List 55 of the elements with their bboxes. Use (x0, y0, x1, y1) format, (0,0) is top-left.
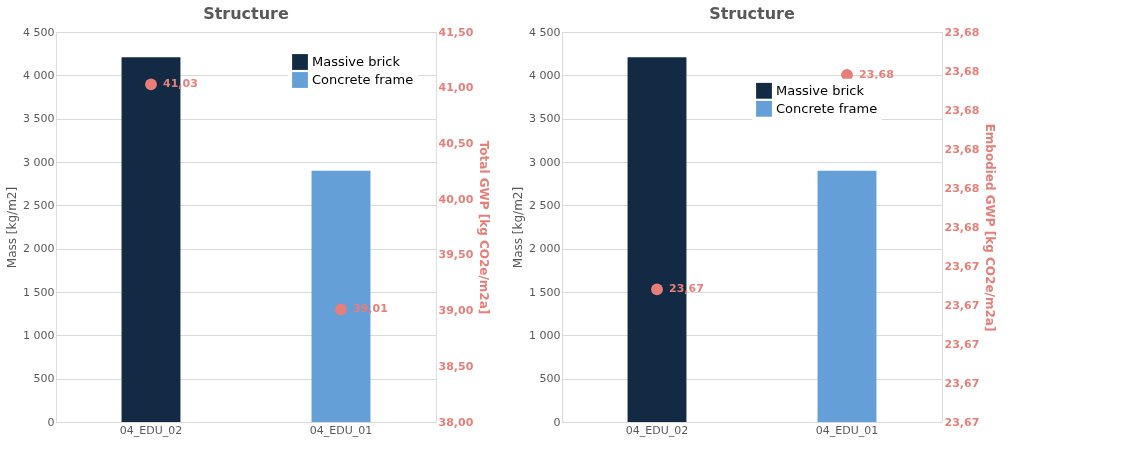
y-tick-label: 0 (47, 415, 55, 429)
y-tick-label: 1 000 (23, 328, 55, 342)
y-tick-label: 4 000 (529, 68, 561, 82)
y2-tick-label: 23,68 (944, 25, 980, 39)
y2-tick-label: 41,00 (438, 81, 474, 95)
y-tick-label: 0 (553, 415, 561, 429)
y2-tick-label: 23,67 (944, 376, 980, 390)
data-label: 23,68 (859, 67, 894, 81)
chart-title: Structure (709, 4, 796, 23)
x-tick-label: 04_EDU_02 (119, 423, 183, 437)
y-tick-label: 4 000 (23, 68, 55, 82)
y-tick-label: 1 000 (529, 328, 561, 342)
y-tick-label: 2 000 (23, 242, 55, 256)
data-label: 23,67 (669, 282, 704, 296)
y-tick-label: 2 500 (23, 198, 55, 212)
y-axis-title: Mass [kg/m2] (511, 186, 526, 269)
y2-tick-label: 23,68 (944, 142, 980, 156)
y2-tick-label: 38,00 (438, 415, 474, 429)
y2-tick-label: 40,00 (438, 192, 474, 206)
y2-tick-label: 39,00 (438, 304, 474, 318)
y2-tick-label: 39,50 (438, 248, 474, 262)
y2-tick-label: 23,68 (944, 220, 980, 234)
y-tick-label: 3 500 (529, 112, 561, 126)
legend-label: Massive brick (776, 82, 865, 98)
y-tick-label: 1 500 (529, 285, 561, 299)
y2-tick-label: 38,50 (438, 359, 474, 373)
y2-axis-title: Total GWP [kg CO2e/m2a] (477, 140, 492, 315)
y2-tick-label: 41,50 (438, 25, 474, 39)
y2-tick-label: 23,68 (944, 181, 980, 195)
y-tick-label: 2 500 (529, 198, 561, 212)
y2-tick-label: 40,50 (438, 136, 474, 150)
y-tick-label: 2 000 (529, 242, 561, 256)
y-tick-label: 3 500 (23, 112, 55, 126)
y2-tick-label: 23,68 (944, 103, 980, 117)
y2-axis-title: Embodied GWP [kg CO2e/m2a] (983, 123, 998, 332)
y2-tick-label: 23,68 (944, 64, 980, 78)
y2-tick-label: 23,67 (944, 298, 980, 312)
y-tick-label: 4 500 (529, 25, 561, 39)
y-tick-label: 3 000 (529, 155, 561, 169)
y-tick-label: 4 500 (23, 25, 55, 39)
x-tick-label: 04_EDU_01 (309, 423, 373, 437)
chart-title: Structure (203, 4, 290, 23)
x-tick-label: 04_EDU_02 (625, 423, 689, 437)
y-tick-label: 500 (33, 372, 55, 386)
legend-label: Concrete frame (312, 72, 414, 87)
y-tick-label: 500 (539, 372, 561, 386)
y-axis-title: Mass [kg/m2] (5, 186, 20, 269)
y-tick-label: 3 000 (23, 155, 55, 169)
y-tick-label: 1 500 (23, 285, 55, 299)
legend-label: Massive brick (312, 54, 401, 69)
legend-label: Concrete frame (776, 100, 878, 116)
y2-tick-label: 23,67 (944, 415, 980, 429)
y2-tick-label: 23,67 (944, 259, 980, 273)
x-tick-label: 04_EDU_01 (815, 423, 879, 437)
y2-tick-label: 23,67 (944, 337, 980, 351)
